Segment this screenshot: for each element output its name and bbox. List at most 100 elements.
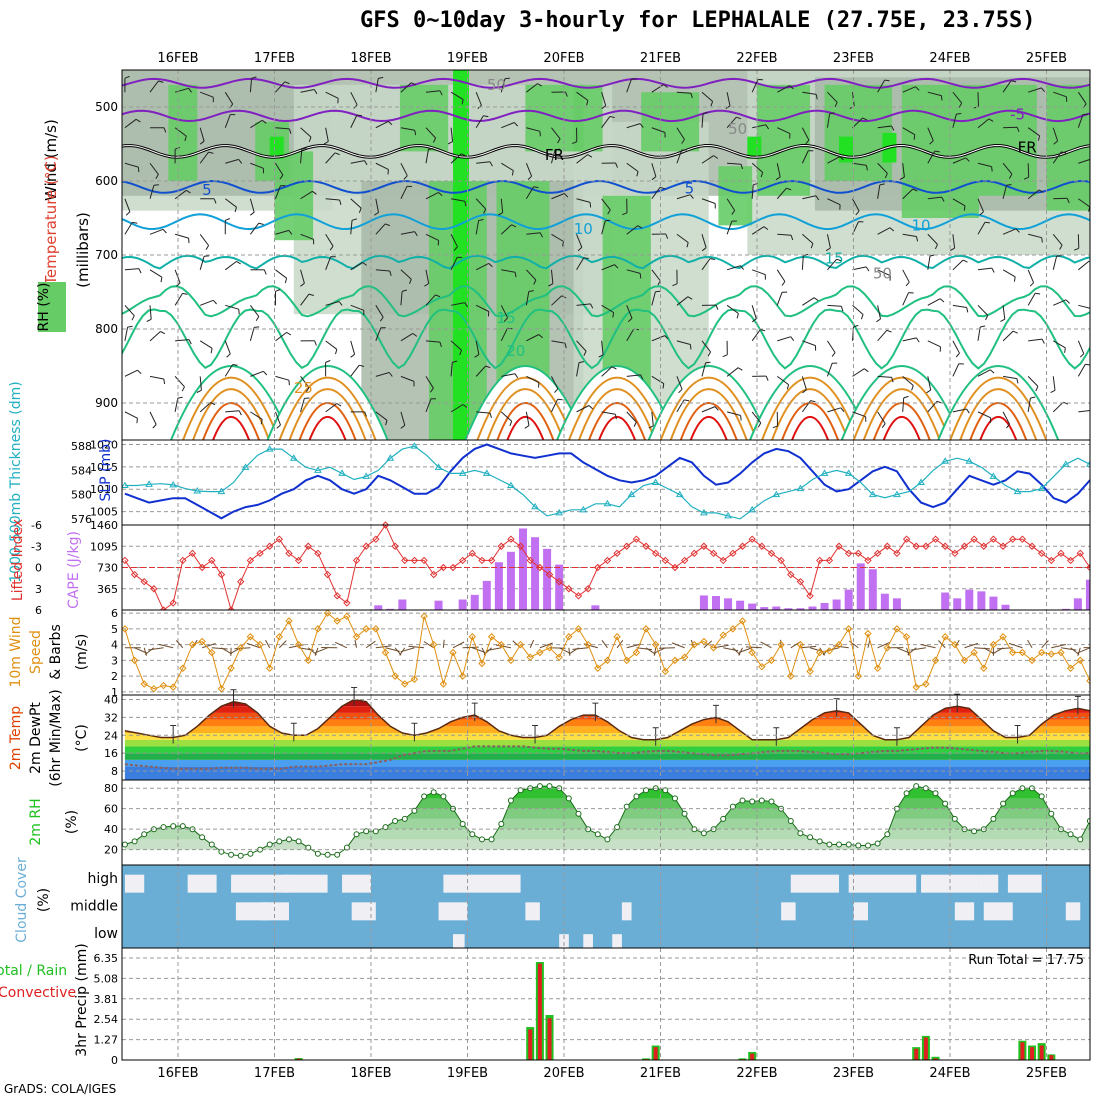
thickness-point	[531, 502, 539, 510]
contour-label: 20	[506, 342, 525, 360]
thickness-point	[1013, 487, 1022, 495]
wind-barb	[676, 194, 691, 200]
wind-barb-flag	[152, 424, 157, 429]
wind-barb-10m	[983, 647, 995, 655]
cape-bar	[434, 600, 443, 610]
cloud-clear-patch	[1007, 874, 1042, 893]
wind-barb	[325, 91, 339, 99]
wind-barb-flag	[362, 261, 367, 266]
wind-barb	[626, 123, 641, 129]
wind-barb-flag	[138, 268, 142, 274]
wind-barb	[174, 293, 183, 306]
wind-barb-flag	[325, 360, 331, 363]
wind-speed-point	[1086, 677, 1090, 685]
cape-bar	[868, 569, 877, 610]
wind-barb	[275, 229, 290, 235]
wind-barb-flag	[916, 236, 919, 242]
wind-speed-point	[410, 675, 419, 683]
li-point	[1057, 549, 1065, 558]
precip-frame	[121, 947, 1091, 1061]
wind-barb	[199, 151, 209, 164]
cape-bar	[772, 606, 781, 610]
wind-speed-point	[391, 672, 399, 680]
cape-bar	[965, 589, 974, 610]
wind-barb	[927, 255, 931, 270]
wind-speed-point	[758, 662, 766, 671]
wind-barb	[149, 162, 159, 175]
wind-speed-point	[893, 625, 901, 633]
wind-barb	[551, 399, 559, 413]
wind-barb	[977, 118, 990, 129]
precip-convective-bar	[537, 963, 542, 1060]
wind-speed-point	[989, 640, 998, 649]
pressure-tick-label: 600	[95, 174, 118, 188]
li-point	[507, 535, 515, 543]
wind-barb-flag	[453, 246, 458, 251]
thickness-point	[748, 505, 757, 513]
temp-band	[124, 753, 1090, 760]
wind-barb-flag	[439, 341, 442, 348]
wind-barb-flag	[275, 289, 281, 292]
wind-barb	[501, 269, 516, 273]
wind-barb-flag	[1008, 173, 1013, 179]
wind-barb	[751, 79, 759, 93]
warm-dome-contour	[308, 416, 347, 441]
wind-barb-flag	[226, 353, 231, 358]
x-tick-label-bottom: 16FEB	[157, 1066, 198, 1081]
wind-barb	[149, 80, 159, 93]
wind-speed-point	[179, 664, 187, 672]
rh-point	[440, 793, 447, 800]
wind-barb	[776, 163, 781, 178]
wind-barb	[1077, 114, 1084, 128]
li-point	[623, 542, 631, 550]
li-point	[796, 577, 805, 586]
wind-barb	[576, 405, 590, 413]
wind-barb-flag	[891, 377, 894, 383]
thickness-point	[555, 508, 564, 516]
li-point	[951, 549, 959, 558]
contour-label: 5	[685, 179, 695, 197]
cape-bar	[458, 599, 467, 610]
wind-barb	[877, 184, 881, 199]
wind-barb	[726, 411, 741, 416]
wind-barb-flag	[199, 140, 205, 145]
wind-barb-flag	[979, 211, 984, 216]
temp-band	[124, 766, 1090, 780]
wind-barb-flag	[539, 232, 544, 238]
cape-bar	[832, 599, 841, 610]
wind-barb-flag	[503, 317, 508, 322]
run-total-label: Run Total = 17.75	[968, 953, 1084, 968]
wind-barb-flag	[881, 423, 886, 428]
wind-barb	[1027, 292, 1036, 306]
cape-bar	[494, 562, 503, 610]
rh-point	[353, 831, 360, 838]
wind-barb-flag	[554, 388, 559, 393]
wind-barb-flag	[205, 245, 210, 250]
wind-speed-point	[545, 644, 554, 652]
wind-barb-flag	[514, 373, 519, 379]
rh-point	[903, 790, 910, 797]
temp-band	[124, 719, 1090, 727]
wind-barb	[300, 149, 303, 164]
wind-barb-flag	[485, 365, 491, 369]
precip-tick-label: 0	[111, 1054, 118, 1067]
wind-barb-flag	[533, 186, 539, 189]
wind-barb-10m	[539, 642, 553, 649]
warm-dome-contour	[278, 376, 377, 441]
wind-barb	[952, 304, 967, 308]
wind-barb	[877, 329, 888, 342]
cloud-clear-patch	[983, 902, 1013, 921]
wind-barb	[174, 233, 189, 239]
wind-speed-point	[526, 653, 534, 661]
warm-dome-contour	[979, 416, 1018, 441]
thickness-point	[917, 478, 925, 485]
wind-speed-point	[159, 681, 168, 690]
wind10-axis-label-2: Speed	[28, 630, 44, 674]
wind-barb-flag	[329, 245, 334, 251]
cloud-clear-patch	[848, 874, 917, 893]
wind-barb-flag	[335, 349, 338, 355]
wind-barb	[977, 198, 984, 212]
dewpt-axis-label: 2m DewPt	[28, 702, 44, 774]
thickness-point	[241, 463, 250, 470]
rh-point	[971, 828, 978, 835]
